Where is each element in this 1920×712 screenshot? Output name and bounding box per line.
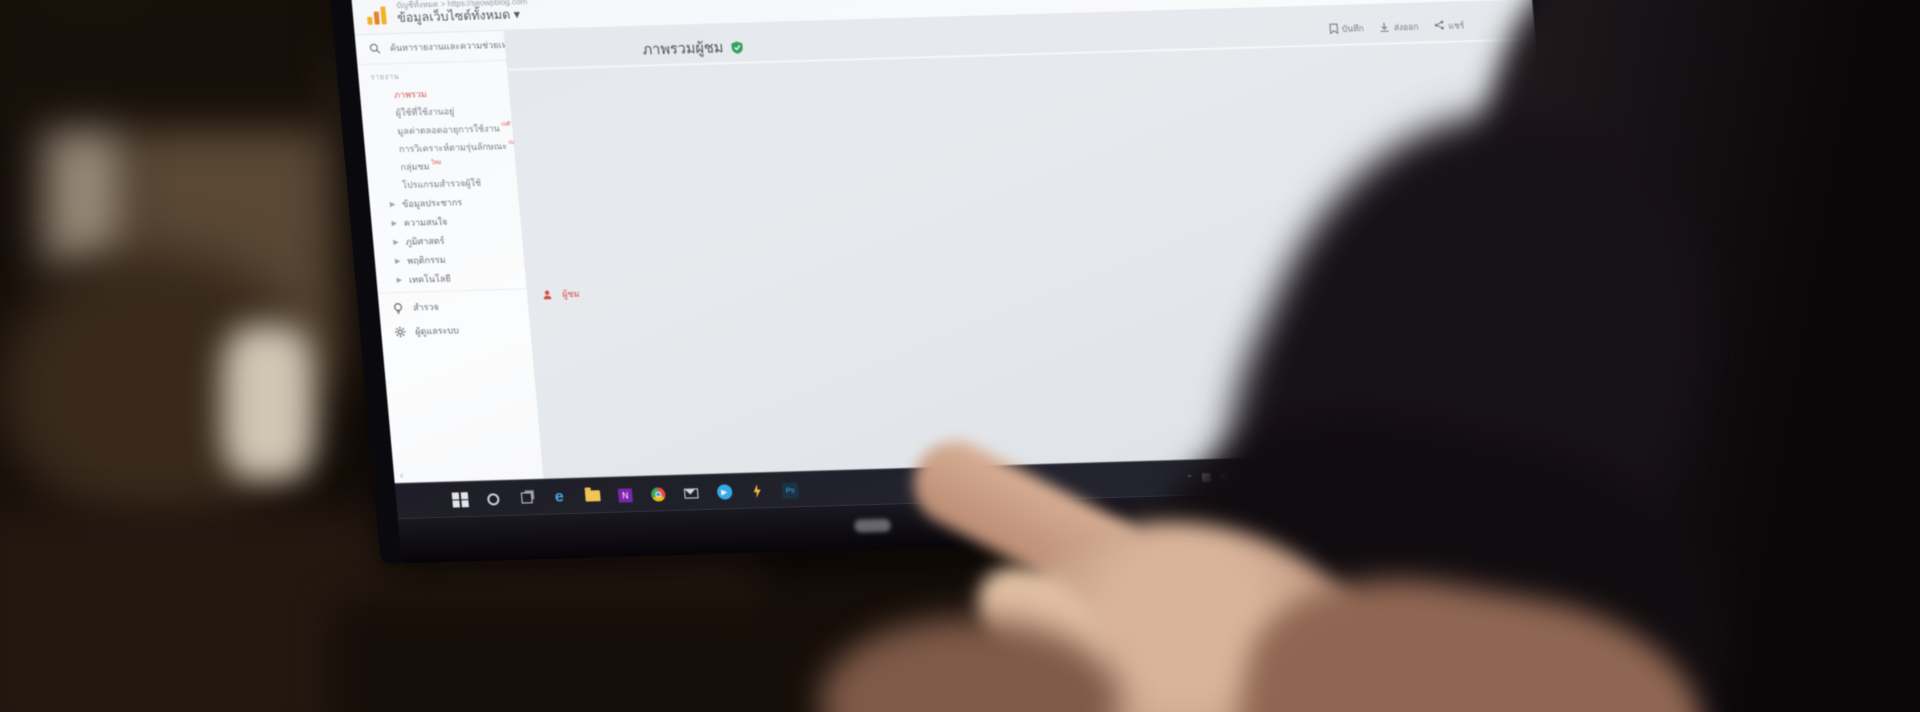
gear-icon [393, 325, 407, 338]
แชร์-button[interactable]: แชร์ [1434, 18, 1465, 33]
action-label: ส่งออก [1393, 21, 1419, 33]
sidebar-item-ผู้ชม[interactable]: ผู้ชม [508, 40, 1576, 519]
desk-shadow-front [330, 600, 1030, 712]
chrome-icon[interactable] [647, 484, 669, 505]
audience-icon [540, 288, 554, 301]
badge: เบต้า [501, 121, 514, 128]
lower-fingers [820, 618, 1120, 712]
บันทึก-button[interactable]: บันทึก [1328, 21, 1364, 36]
report-search-label: ค้นหารายงานและความช่วยเหลือ [389, 39, 506, 54]
laptop: บัญชีทั้งหมด > https://seowpblog.com ข้อ… [330, 0, 1601, 564]
laptop-bezel: บัญชีทั้งหมด > https://seowpblog.com ข้อ… [330, 0, 1601, 564]
save-icon [1328, 23, 1338, 36]
thumb [955, 542, 1131, 712]
edge-icon[interactable]: e [554, 487, 565, 506]
sidebar-collapse-button[interactable]: ‹ [399, 470, 404, 482]
badge: ใหม่ [430, 159, 442, 167]
sidebar-item-label: ภาพรวม [393, 89, 428, 101]
notification-panel[interactable] [1260, 461, 1304, 490]
sidebar-item-label: มูลค่าตลอดอายุการใช้งาน [396, 123, 501, 137]
divider [357, 59, 507, 66]
chevron-right-icon: ▶ [389, 200, 396, 208]
sidebar-item-สำรวจ[interactable]: สำรวจ [378, 292, 529, 320]
report-search[interactable]: ค้นหารายงานและความช่วยเหลือ [355, 33, 506, 61]
clock[interactable] [1237, 471, 1254, 482]
sidebar-item-ผู้ดูแลระบบ[interactable]: ผู้ดูแลระบบ [380, 316, 531, 344]
background-window-light [44, 26, 144, 266]
sidebar-item-label: ผู้ดูแลระบบ [414, 325, 460, 337]
sidebar-item-label: กลุ่มชม [400, 161, 430, 172]
action-label: บันทึก [1341, 23, 1365, 34]
action-label: แชร์ [1448, 20, 1465, 31]
chevron-right-icon: ▶ [394, 257, 401, 265]
background-bokeh [0, 250, 320, 530]
system-tray: ⌃ [1185, 461, 1304, 491]
sidebar-item-label: การวิเคราะห์ตามรุ่นลักษณะ [398, 140, 508, 155]
export-icon [1379, 21, 1390, 34]
telegram-icon[interactable] [713, 482, 735, 503]
sidebar-item-label: รายงาน [370, 71, 400, 82]
page-title: ภาพรวมผู้ชม [642, 40, 725, 59]
share-icon [1434, 20, 1445, 32]
photoshop-icon[interactable]: Ps [779, 480, 801, 501]
sidebar-item-label: ข้อมูลประชากร [401, 196, 463, 209]
mail-icon[interactable] [680, 483, 702, 504]
sidebar-item-label: เทคโนโลยี [408, 273, 452, 285]
file-explorer-icon[interactable] [581, 486, 603, 507]
volume-icon[interactable] [1219, 472, 1230, 482]
chevron-right-icon: ▶ [392, 238, 399, 246]
sidebar-item-เทคโนโลยี[interactable]: ▶ เทคโนโลยี [376, 266, 527, 289]
network-icon[interactable] [1201, 473, 1212, 483]
verified-shield-icon [730, 41, 743, 54]
laptop-screen: บัญชีทั้งหมด > https://seowpblog.com ข้อ… [351, 0, 1576, 520]
sidebar-item-label: สำรวจ [412, 301, 440, 313]
windows-start-icon[interactable] [449, 490, 471, 511]
chevron-right-icon: ▶ [396, 276, 403, 284]
sidebar-item-label: พฤติกรรม [406, 254, 446, 266]
wrist [1219, 552, 1721, 712]
view-selector[interactable]: ข้อมูลเว็บไซต์ทั้งหมด ▾ [396, 7, 521, 25]
sidebar: ค้นหารายงานและความช่วยเหลือ หน้าแรกการกำ… [354, 30, 1576, 519]
sidebar-item-label: โปรแกรมสำรวจผู้ใช้ [401, 177, 482, 190]
background-top-shadow [0, 0, 340, 130]
task-view-icon[interactable] [515, 488, 537, 509]
sidebar-item-label: ภูมิศาสตร์ [405, 235, 445, 247]
chevron-right-icon: ▶ [391, 219, 398, 227]
onenote-icon[interactable]: N [614, 485, 636, 506]
background-wall [120, 50, 340, 380]
search-icon [367, 42, 381, 55]
background-cup [222, 325, 314, 480]
laptop-brand-logo [853, 518, 892, 533]
tray-caret-icon[interactable]: ⌃ [1185, 473, 1194, 483]
discover-icon [391, 301, 405, 314]
google-analytics-logo-icon [366, 4, 388, 25]
sidebar-item-label: ความสนใจ [403, 216, 448, 228]
ส่งออก-button[interactable]: ส่งออก [1379, 20, 1419, 35]
sidebar-item-label: ผู้ใช้ที่ใช้งานอยู่ [395, 106, 455, 119]
cortana-icon[interactable] [482, 489, 504, 510]
lightning-icon[interactable] [746, 481, 768, 502]
sidebar-item-label: ผู้ชม [561, 288, 580, 299]
